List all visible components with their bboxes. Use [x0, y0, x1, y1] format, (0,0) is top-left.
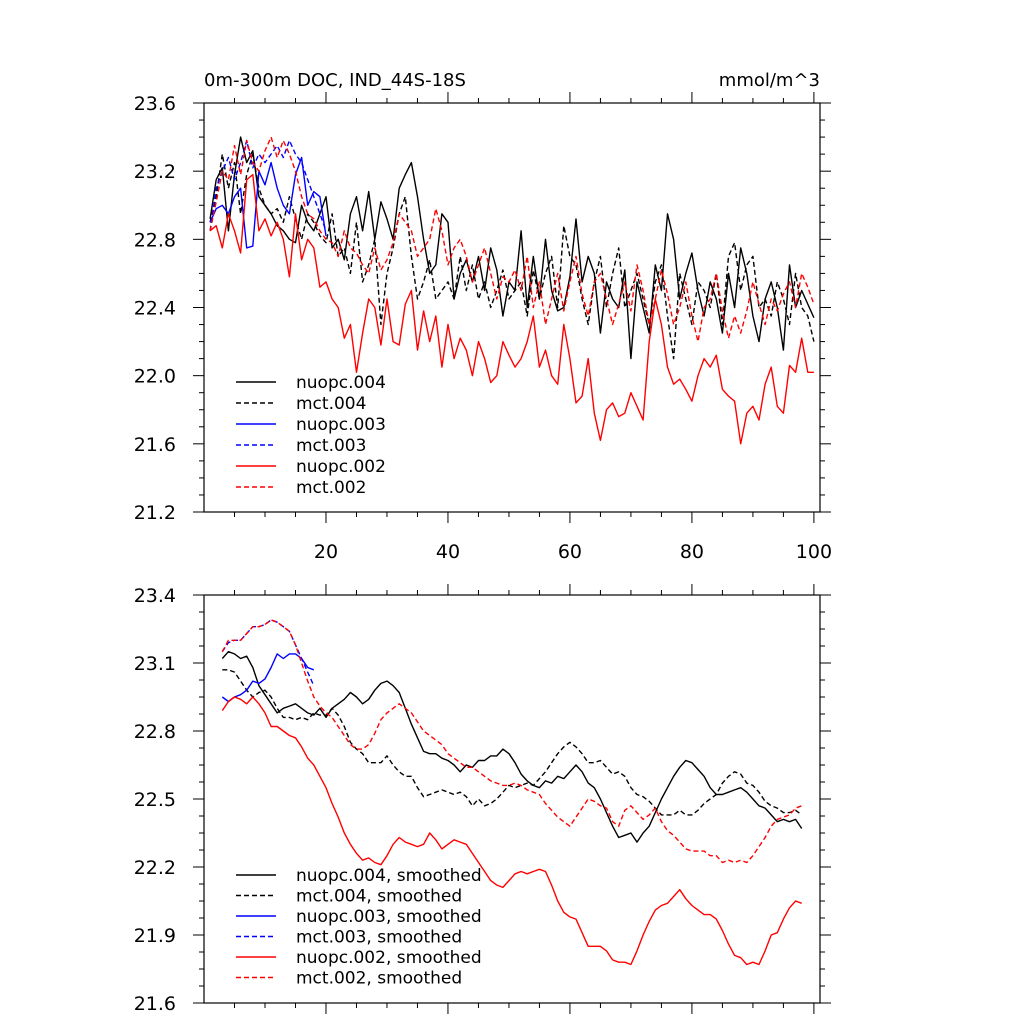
legend-label: mct.004 [296, 394, 366, 414]
y-tick-label: 21.2 [134, 502, 176, 524]
series-line-mct-004-smoothed [222, 669, 803, 816]
y-tick-label: 22.4 [134, 298, 176, 320]
y-tick-label: 23.4 [134, 585, 176, 607]
y-tick-label: 23.1 [134, 653, 176, 675]
series-line-nuopc-004 [209, 136, 815, 360]
series-line-mct-002 [209, 136, 815, 343]
series-line-mct-002-smoothed [221, 619, 802, 864]
panel-bottom: 21.6 21.9 22.2 22.5 22.8 23.1 23.4 nuopc.004, s… [134, 584, 831, 1015]
legend-label: mct.003 [296, 436, 366, 456]
legend-label: mct.002 [296, 478, 366, 498]
y-tick-label: 23.6 [134, 93, 176, 115]
y-axis-ticks [193, 102, 831, 513]
series-group [209, 136, 815, 445]
series-line-nuopc-003 [209, 156, 327, 249]
y-tick-label: 22.0 [134, 366, 176, 388]
x-tick-label: 80 [680, 541, 704, 563]
series-line-nuopc-003-smoothed [221, 653, 315, 703]
x-tick-label: 40 [436, 541, 460, 563]
legend-label: mct.002, smoothed [296, 969, 462, 989]
y-tick-label: 22.2 [134, 857, 176, 879]
legend-label: nuopc.003 [296, 415, 386, 435]
series-group [221, 619, 803, 966]
y-tick-label: 22.8 [134, 229, 176, 251]
series-line-nuopc-002-smoothed [221, 696, 802, 966]
legend-label: nuopc.003, smoothed [296, 907, 482, 927]
legend-label: mct.004, smoothed [296, 887, 462, 907]
y-tick-label: 22.5 [134, 789, 176, 811]
y-axis-ticks [193, 594, 831, 1004]
legend: nuopc.004mct.004nuopc.003mct.003nuopc.00… [236, 373, 386, 498]
x-tick-label: 20 [314, 541, 338, 563]
series-line-mct-003-smoothed [221, 619, 315, 686]
y-tick-label: 22.8 [134, 721, 176, 743]
units-label: mmol/m^3 [719, 70, 820, 91]
x-axis-ticks [233, 584, 815, 1014]
series-line-nuopc-004-smoothed [221, 651, 803, 843]
legend-label: nuopc.002, smoothed [296, 948, 482, 968]
legend-label: mct.003, smoothed [296, 928, 462, 948]
y-tick-label: 21.6 [134, 434, 176, 456]
legend-label: nuopc.004, smoothed [296, 866, 482, 886]
y-tick-label: 21.6 [134, 993, 176, 1015]
x-tick-label: 100 [796, 541, 832, 563]
legend-label: nuopc.002 [296, 457, 386, 477]
legend-label: nuopc.004 [296, 373, 386, 393]
series-line-nuopc-002 [209, 173, 814, 445]
panel-top: 0m-300m DOC, IND_44S-18S mmol/m^3 20 40 60… [134, 70, 832, 563]
chart-title: 0m-300m DOC, IND_44S-18S [204, 70, 466, 91]
y-tick-label: 23.2 [134, 161, 176, 183]
x-axis-ticks [233, 92, 815, 523]
x-tick-label: 60 [558, 541, 582, 563]
y-tick-label: 21.9 [134, 925, 176, 947]
